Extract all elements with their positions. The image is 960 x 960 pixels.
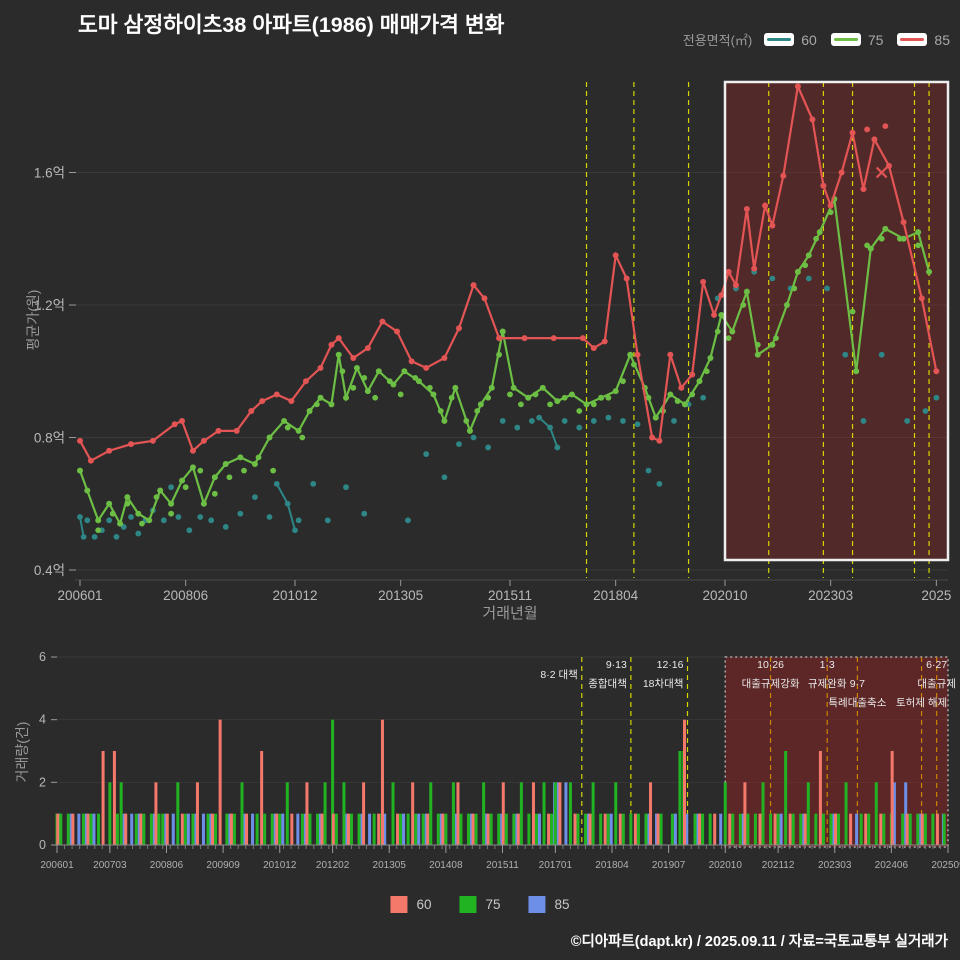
svg-text:종합대책: 종합대책	[588, 678, 627, 690]
volume-legend-item-75[interactable]: 75	[459, 896, 501, 913]
price-x-axis-title: 거래년월	[482, 605, 538, 622]
svg-text:200601: 200601	[57, 588, 102, 603]
svg-text:18차대책: 18차대책	[643, 678, 684, 690]
svg-text:6: 6	[39, 650, 46, 664]
area-legend: 전용면적(㎡) 60 75 85	[683, 30, 950, 49]
svg-text:201012: 201012	[272, 588, 317, 603]
svg-text:0: 0	[39, 838, 46, 852]
svg-text:202509: 202509	[931, 860, 960, 871]
svg-text:200703: 200703	[93, 860, 127, 871]
svg-text:9·13: 9·13	[606, 659, 627, 671]
legend-item-85[interactable]: 85	[897, 32, 950, 48]
volume-legend-item-85[interactable]: 85	[528, 896, 570, 913]
legend-label-75: 75	[867, 31, 884, 48]
svg-text:4: 4	[39, 713, 46, 727]
svg-text:201804: 201804	[595, 860, 629, 871]
svg-text:2: 2	[39, 775, 46, 789]
svg-text:1.6억: 1.6억	[34, 166, 65, 181]
svg-text:0.4억: 0.4억	[34, 563, 65, 578]
svg-text:1·3: 1·3	[820, 659, 835, 671]
legend-swatch-75	[830, 33, 861, 46]
svg-text:10·26: 10·26	[757, 659, 784, 671]
svg-text:특례대출축소: 특례대출축소	[828, 697, 886, 709]
legend-label-60: 60	[801, 31, 817, 48]
price-chart: 0.4억 0.8억 1.2억 1.6억 200601 200806 201012 201305…	[34, 80, 951, 603]
legend-title: 전용면적(㎡)	[682, 33, 753, 48]
legend-item-75[interactable]: 75	[830, 31, 884, 48]
volume-legend-label-85: 85	[554, 897, 570, 912]
svg-text:201305: 201305	[373, 860, 407, 871]
svg-text:202112: 202112	[762, 860, 795, 871]
legend-item-60[interactable]: 60	[764, 32, 817, 48]
svg-text:202010: 202010	[702, 588, 747, 603]
svg-text:6·27: 6·27	[926, 659, 947, 671]
price-y-axis-title: 평균가(원)	[25, 289, 41, 351]
volume-legend-swatch-85	[528, 896, 546, 913]
svg-text:202010: 202010	[709, 860, 743, 871]
svg-text:12·16: 12·16	[657, 659, 684, 671]
legend-swatch-85	[897, 33, 928, 46]
svg-text:201907: 201907	[652, 860, 686, 871]
volume-chart: 0 2 4 6 200601 200703 200806 200909 201012 201202…	[39, 650, 960, 871]
svg-text:0.8억: 0.8억	[34, 431, 65, 446]
svg-text:201804: 201804	[593, 588, 639, 603]
svg-text:200909: 200909	[206, 860, 240, 871]
svg-text:규제완화: 규제완화	[808, 677, 847, 690]
volume-legend-swatch-60	[390, 896, 408, 913]
svg-text:2025: 2025	[921, 588, 951, 603]
svg-text:201408: 201408	[429, 860, 463, 871]
svg-text:201202: 201202	[316, 860, 350, 871]
volume-legend: 60 75 85	[390, 896, 570, 913]
svg-text:201305: 201305	[378, 588, 423, 603]
svg-text:202303: 202303	[818, 860, 852, 871]
footer-credit: ©디아파트(dapt.kr) / 2025.09.11 / 자료=국토교통부 실…	[570, 934, 948, 950]
svg-text:201511: 201511	[486, 860, 519, 871]
svg-text:200806: 200806	[163, 588, 208, 603]
legend-swatch-60	[764, 33, 795, 46]
volume-legend-swatch-75	[459, 896, 477, 913]
svg-text:200806: 200806	[150, 860, 184, 871]
legend-items: 60 75 85	[764, 32, 950, 48]
svg-text:9·7: 9·7	[850, 678, 865, 690]
svg-text:대출규제강화: 대출규제강화	[742, 678, 800, 690]
svg-text:201012: 201012	[263, 860, 297, 871]
page-title: 도마 삼정하이츠38 아파트(1986) 매매가격 변화	[78, 13, 505, 37]
svg-text:토허제 해제: 토허제 해제	[896, 696, 947, 709]
volume-legend-label-75: 75	[485, 897, 501, 912]
svg-text:201701: 201701	[539, 860, 573, 871]
svg-text:202303: 202303	[808, 588, 853, 603]
svg-text:200601: 200601	[40, 860, 74, 871]
svg-text:201511: 201511	[488, 588, 532, 603]
svg-text:대출규제: 대출규제	[917, 678, 956, 690]
volume-y-axis-title: 거래량(건)	[14, 721, 30, 783]
svg-text:1.2억: 1.2억	[34, 298, 65, 313]
svg-text:202406: 202406	[875, 860, 909, 871]
svg-text:8·2 대책: 8·2 대책	[540, 669, 577, 681]
volume-legend-item-60[interactable]: 60	[390, 896, 431, 913]
volume-legend-label-60: 60	[416, 897, 432, 912]
legend-label-85: 85	[934, 31, 950, 48]
